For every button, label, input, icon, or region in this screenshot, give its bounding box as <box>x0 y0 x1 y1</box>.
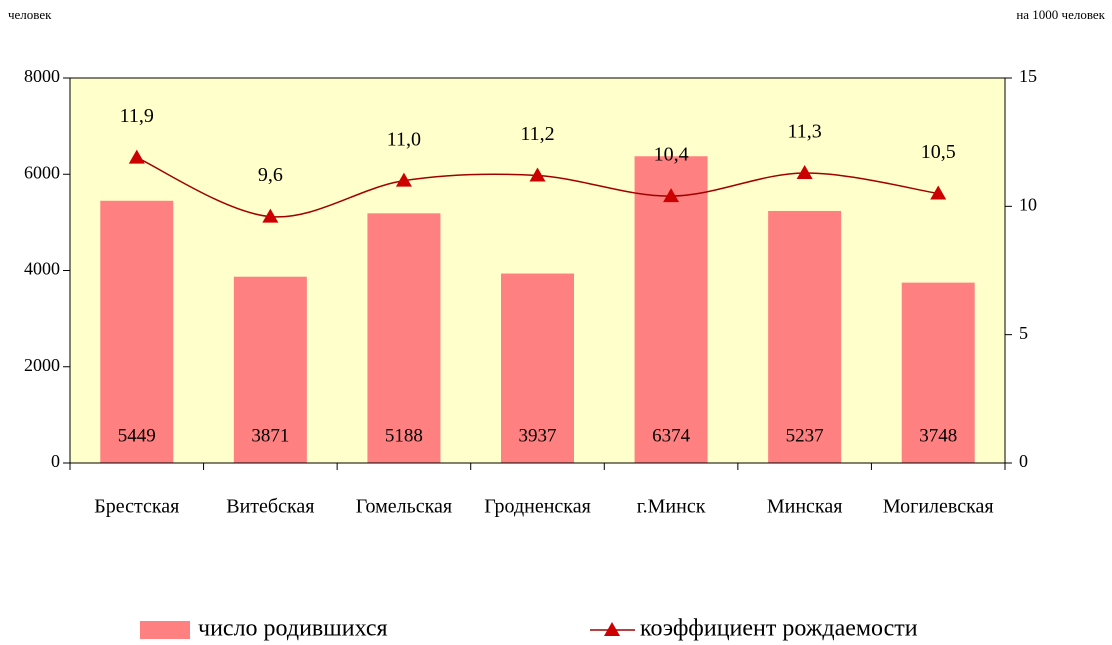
x-tick-label: Могилевская <box>883 496 994 518</box>
bar-value-label: 3937 <box>519 425 557 446</box>
y-tick-label: 6000 <box>24 162 60 182</box>
legend-label: коэффициент рождаемости <box>640 616 918 642</box>
bar-value-label: 6374 <box>652 425 691 446</box>
y2-tick-label: 10 <box>1019 194 1037 214</box>
bar <box>501 273 574 463</box>
y2-axis-title: на 1000 человек <box>1016 7 1105 22</box>
marker <box>930 185 947 200</box>
x-tick-label: Гродненская <box>484 496 591 518</box>
line-value-label: 11,2 <box>520 123 554 145</box>
x-tick-label: г.Минск <box>637 496 706 518</box>
bar-value-label: 5188 <box>385 425 423 446</box>
y2-tick-label: 0 <box>1019 451 1028 471</box>
bar <box>768 210 842 463</box>
legend-swatch <box>140 621 190 639</box>
y2-tick-label: 5 <box>1019 323 1028 343</box>
x-tick-label: Брестская <box>94 496 179 518</box>
bar <box>901 282 975 463</box>
bar <box>634 156 708 463</box>
line-value-label: 9,6 <box>258 164 283 186</box>
bar <box>100 200 174 463</box>
bar <box>233 276 307 463</box>
marker <box>529 167 546 182</box>
y-tick-label: 2000 <box>24 355 60 375</box>
y-tick-label: 4000 <box>24 259 60 279</box>
marker <box>262 208 279 223</box>
y-tick-label: 0 <box>51 451 60 471</box>
bar-value-label: 3871 <box>251 425 289 446</box>
bar-value-label: 5237 <box>786 425 824 446</box>
legend-label: число родившихся <box>198 616 388 642</box>
x-tick-label: Минская <box>767 496 843 518</box>
bar-value-label: 3748 <box>919 425 957 446</box>
line-value-label: 10,5 <box>921 141 956 163</box>
line-value-label: 11,9 <box>120 105 154 127</box>
bar-value-label: 5449 <box>118 425 156 446</box>
x-tick-label: Витебская <box>226 496 314 518</box>
line-value-label: 10,4 <box>654 144 689 166</box>
legend-marker <box>604 622 620 636</box>
marker <box>663 188 680 203</box>
y2-tick-label: 15 <box>1019 66 1037 86</box>
y-tick-label: 8000 <box>24 66 60 86</box>
marker <box>128 149 145 164</box>
marker <box>796 164 813 179</box>
marker <box>395 172 412 187</box>
y-axis-title: человек <box>8 7 52 22</box>
line-value-label: 11,0 <box>387 128 421 150</box>
x-tick-label: Гомельская <box>356 496 452 518</box>
bar <box>367 213 441 463</box>
line-value-label: 11,3 <box>788 121 822 143</box>
